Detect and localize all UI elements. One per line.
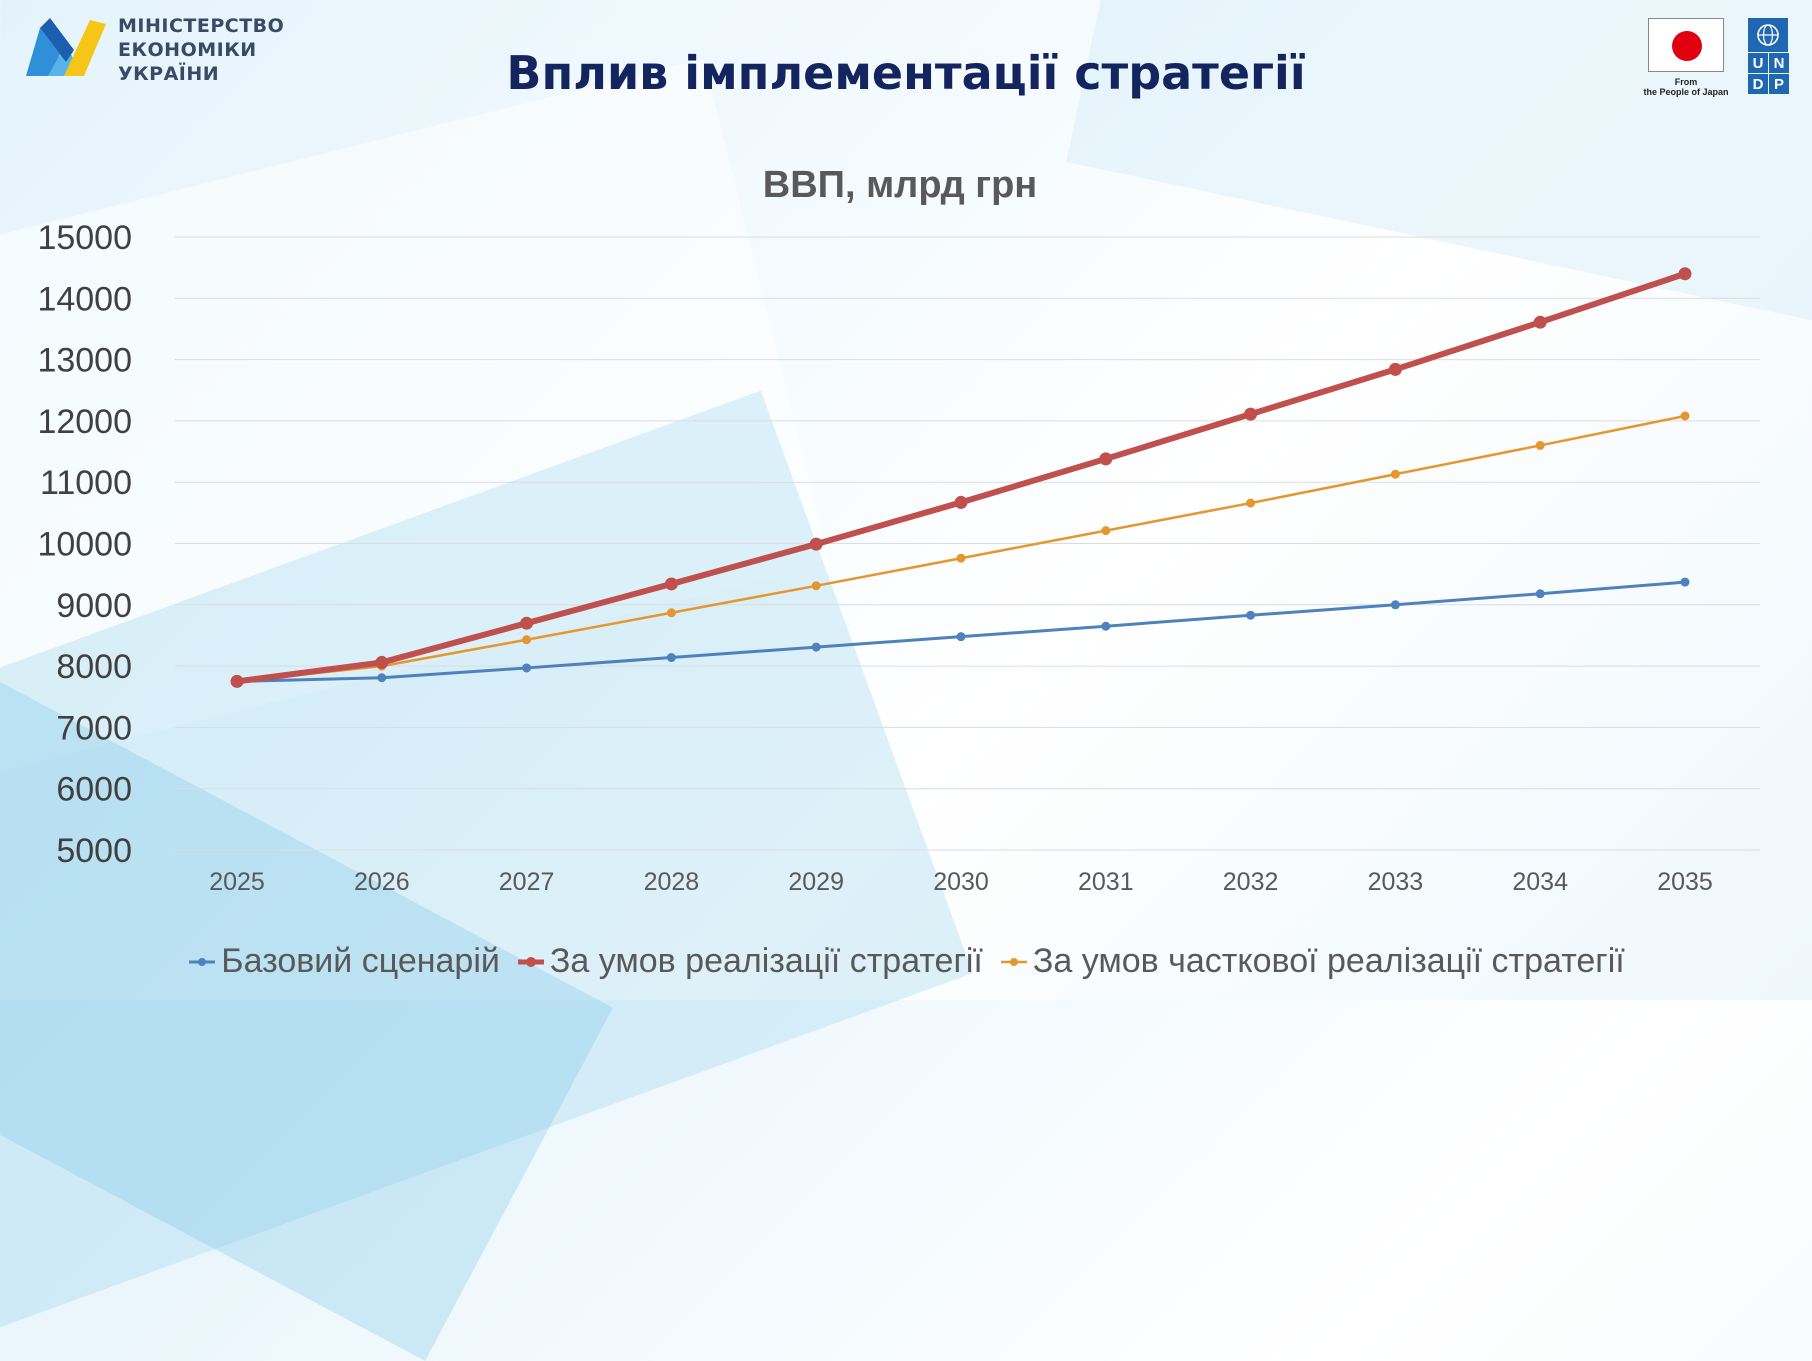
y-tick-label: 15000	[37, 219, 132, 257]
x-tick-label: 2032	[1223, 868, 1279, 896]
y-tick-label: 13000	[37, 342, 132, 380]
undp-letter: N	[1769, 53, 1789, 73]
ministry-logo: МІНІСТЕРСТВО ЕКОНОМІКИ УКРАЇНИ	[26, 14, 284, 86]
data-point	[375, 655, 389, 669]
ministry-name-line: МІНІСТЕРСТВО	[118, 15, 285, 37]
legend-item: Базовий сценарій	[187, 942, 500, 981]
x-tick-label: 2031	[1078, 868, 1134, 896]
x-tick-label: 2034	[1512, 868, 1568, 896]
y-tick-label: 8000	[56, 648, 132, 686]
ministry-name-line: УКРАЇНИ	[118, 63, 220, 85]
data-point	[809, 537, 823, 551]
undp-logo: U N D P	[1748, 18, 1789, 94]
slide-title: Вплив імплементації стратегії	[506, 46, 1306, 100]
data-point	[1101, 526, 1111, 536]
series-line	[234, 270, 1688, 685]
x-tick-label: 2033	[1368, 868, 1424, 896]
x-tick-label: 2028	[644, 868, 700, 896]
y-tick-label: 11000	[40, 464, 132, 502]
data-point	[956, 632, 966, 642]
data-point	[811, 642, 821, 652]
data-point	[520, 616, 534, 630]
ministry-name-line: ЕКОНОМІКИ	[118, 39, 257, 61]
legend-item: За умов часткової реалізації стратегії	[999, 942, 1625, 981]
data-point	[666, 608, 676, 618]
data-point	[1244, 407, 1258, 421]
data-point	[1390, 600, 1400, 610]
x-tick-label: 2027	[499, 868, 555, 896]
y-tick-label: 7000	[56, 709, 132, 747]
data-point	[1535, 440, 1545, 450]
y-tick-label: 6000	[56, 771, 132, 809]
x-tick-label: 2025	[209, 868, 265, 896]
data-point	[1388, 362, 1402, 376]
data-point	[1101, 621, 1111, 631]
data-point	[666, 653, 676, 663]
japan-caption: From the People of Japan	[1636, 77, 1736, 97]
data-point	[1680, 411, 1690, 421]
data-point	[1390, 469, 1400, 479]
gdp-line-chart: 5000 6000 7000 8000 9000 10000 11000 12000 13000…	[37, 219, 1760, 896]
undp-letter: P	[1769, 74, 1789, 94]
y-tick-label: 10000	[37, 526, 132, 564]
data-point	[1099, 452, 1113, 466]
legend-swatch-icon	[1000, 957, 1027, 966]
y-tick-label: 5000	[56, 832, 132, 870]
data-point	[954, 495, 968, 509]
japan-caption-line: From	[1674, 77, 1698, 87]
y-tick-label: 9000	[56, 587, 132, 625]
un-globe-icon	[1757, 24, 1779, 46]
legend-swatch-icon	[189, 957, 216, 966]
legend-swatch-icon	[517, 956, 544, 967]
x-tick-label: 2029	[788, 868, 844, 896]
undp-letter: D	[1748, 74, 1768, 94]
undp-letter: U	[1748, 53, 1768, 73]
data-point	[664, 577, 678, 591]
data-point	[1535, 589, 1545, 599]
data-point	[1680, 577, 1690, 587]
chart-title: ВВП, млрд грн	[762, 164, 1038, 206]
japan-flag-icon	[1648, 18, 1724, 72]
x-tick-label: 2035	[1657, 868, 1713, 896]
chart-legend: Базовий сценарій За умов реалізації страт…	[0, 942, 1812, 981]
data-point	[1533, 315, 1547, 329]
data-point	[230, 674, 244, 688]
legend-item: За умов реалізації стратегії	[516, 942, 983, 981]
data-point	[1678, 267, 1692, 281]
ministry-emblem-icon	[26, 18, 106, 76]
data-point	[522, 635, 532, 645]
data-point	[1246, 498, 1256, 508]
japan-caption-line: the People of Japan	[1643, 87, 1729, 97]
legend-label: За умов реалізації стратегії	[549, 942, 983, 980]
data-point	[1246, 610, 1256, 620]
x-tick-label: 2026	[354, 868, 410, 896]
x-tick-label: 2030	[933, 868, 989, 896]
data-point	[522, 663, 532, 673]
data-point	[811, 581, 821, 591]
data-point	[377, 673, 387, 683]
y-tick-label: 12000	[37, 403, 132, 441]
legend-label: За умов часткової реалізації стратегії	[1032, 942, 1625, 980]
y-tick-label: 14000	[37, 280, 132, 318]
data-point	[956, 553, 966, 563]
legend-label: Базовий сценарій	[221, 942, 500, 980]
